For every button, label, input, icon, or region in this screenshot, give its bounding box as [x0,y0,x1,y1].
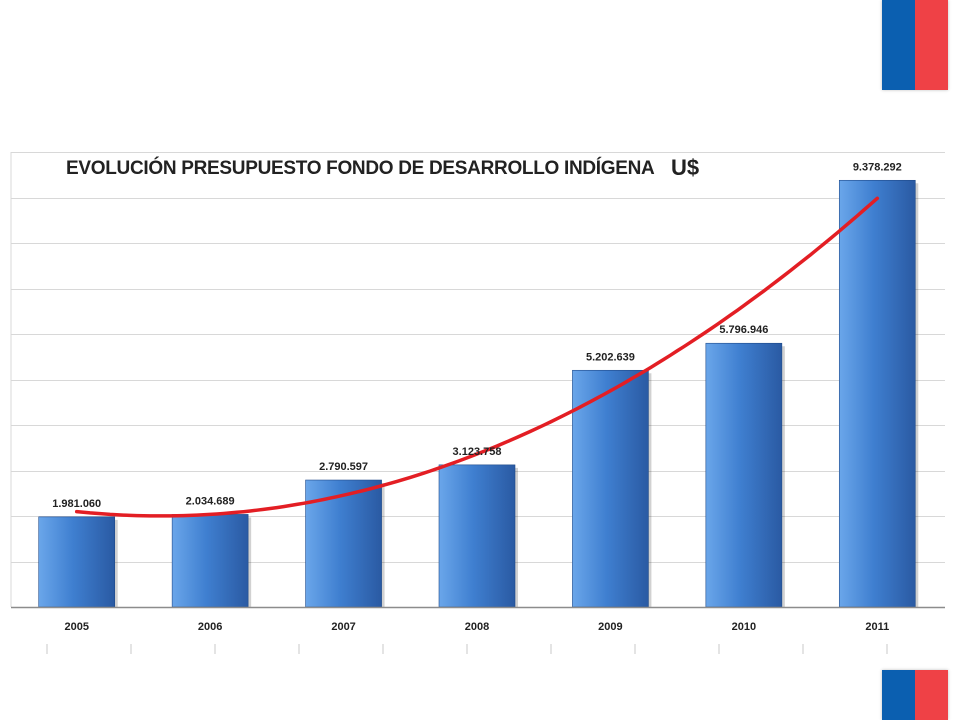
value-label-2009: 5.202.639 [586,351,635,363]
chart-unit-label: U$ [671,155,700,180]
value-label-2011: 9.378.292 [853,161,902,173]
chart-title: EVOLUCIÓN PRESUPUESTO FONDO DE DESARROLL… [66,158,655,179]
chile-flag-icon-bottom [882,670,948,720]
x-tick-label-2010: 2010 [732,621,756,633]
bar-2006 [171,514,249,608]
bar-2008 [438,464,516,608]
flag-red-stripe-bottom [915,670,948,720]
x-tick-label-2007: 2007 [331,621,355,633]
value-label-2007: 2.790.597 [319,461,368,473]
bar-2009 [572,369,649,608]
x-tick-label-2011: 2011 [865,621,889,633]
chart-x-axis: 2005 2006 2007 2008 2009 2010 2011 [11,606,945,654]
trend-line [74,196,880,518]
flag-blue-stripe-bottom [882,670,915,720]
flag-blue-stripe [882,0,915,90]
value-label-2008: 3.123.758 [453,446,502,458]
chart-value-labels: 1.981.060 2.034.689 2.790.597 3.123.758 5.20… [52,161,902,510]
chile-flag-icon [882,0,948,90]
value-label-2005: 1.981.060 [52,498,101,510]
x-tick-label-2008: 2008 [465,621,489,633]
bar-2010 [705,342,783,608]
x-tick-label-2009: 2009 [598,621,622,633]
value-label-2006: 2.034.689 [186,495,235,507]
x-tick-label-2005: 2005 [64,621,88,633]
x-tick-label-2006: 2006 [198,621,222,633]
value-label-2010: 5.796.946 [719,324,768,336]
bar-2011 [838,179,916,608]
chart-trendline-layer [74,196,880,518]
flag-red-stripe [915,0,948,90]
chart-bars [38,179,919,608]
bar-2005 [38,516,116,608]
